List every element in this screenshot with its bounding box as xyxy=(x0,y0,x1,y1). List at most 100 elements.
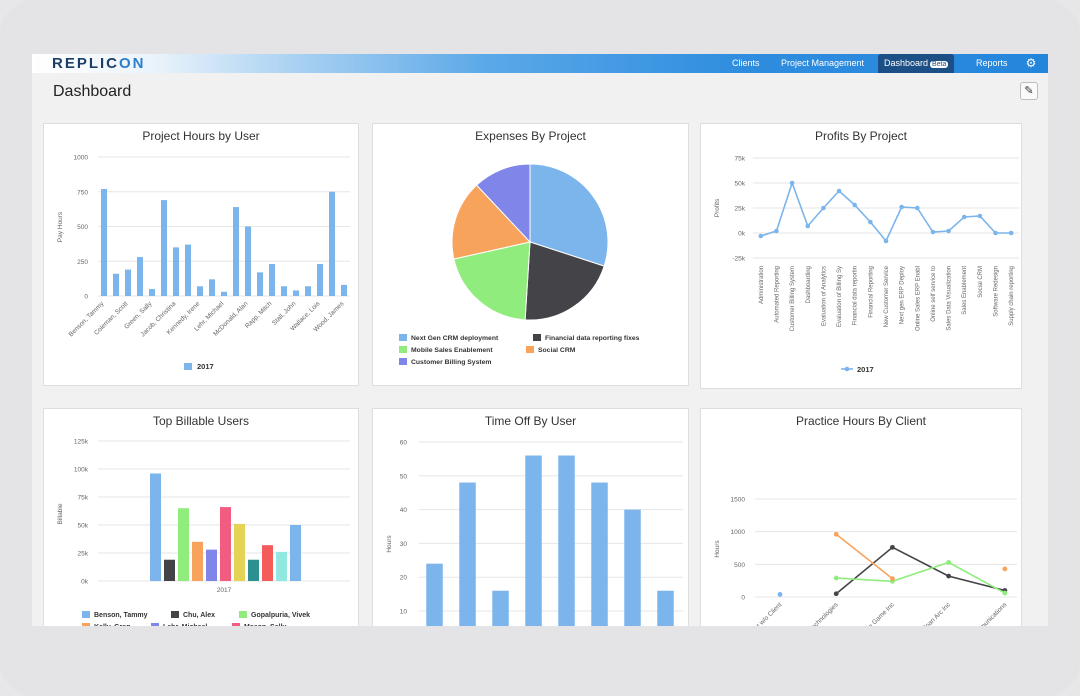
gear-icon[interactable]: ⚙ xyxy=(1025,56,1037,70)
data-point xyxy=(993,230,998,236)
bar xyxy=(233,207,239,296)
bar xyxy=(192,541,203,581)
y-axis-title: Hours xyxy=(386,535,393,553)
nav-project-management[interactable]: Project Management xyxy=(781,58,865,68)
x-tick-label: Advantage Technologies xyxy=(785,601,840,626)
bar xyxy=(220,507,231,581)
y-tick-label: 500 xyxy=(77,224,88,231)
legend-label: Gopalpuria, Vivek xyxy=(251,612,310,619)
y-axis-title: Profits xyxy=(714,198,721,217)
y-tick-label: 50 xyxy=(400,473,408,480)
pencil-icon: ✎ xyxy=(1024,85,1034,97)
bar xyxy=(269,264,275,296)
data-point xyxy=(1002,590,1008,596)
bar xyxy=(248,559,259,581)
y-axis-title: Pay Hours xyxy=(57,211,64,242)
legend-label: Mobile Sales Enablement xyxy=(411,347,493,354)
legend-label: Mason, Sally xyxy=(244,624,287,626)
page-title: Dashboard xyxy=(53,83,132,100)
edit-dashboard-button[interactable]: ✎ xyxy=(1020,82,1038,100)
y-tick-label: 25k xyxy=(78,551,89,558)
bar xyxy=(125,269,131,296)
panel-profits-by-project: Profits By Project -25k 0k 25k 50k 75k Profit… xyxy=(700,123,1022,389)
chart-title: Expenses By Project xyxy=(475,129,586,143)
chart-title: Top Billable Users xyxy=(152,414,250,428)
legend-swatch xyxy=(399,334,407,341)
legend-label: Kelly, Greg xyxy=(94,624,130,626)
bar xyxy=(137,257,143,296)
panel-project-hours-by-user: Project Hours by User 0 250 500 750 1000 Pay … xyxy=(43,123,359,386)
x-tick-label: Automated Reporting xyxy=(774,266,780,323)
y-tick-label: 0k xyxy=(738,231,746,238)
pie-slice xyxy=(529,163,609,267)
data-point xyxy=(758,233,764,239)
y-tick-label: 75k xyxy=(735,156,746,163)
y-tick-label: 25k xyxy=(735,206,746,213)
legend-label: Financial data reporting fixes xyxy=(545,335,640,342)
legend-swatch xyxy=(171,611,179,618)
series-line xyxy=(836,561,1006,594)
bar xyxy=(113,273,119,296)
legend-marker xyxy=(844,366,850,372)
panel-time-off-by-user: Time Off By User 10 20 30 40 50 60 Hours xyxy=(372,408,689,626)
legend-swatch xyxy=(399,358,407,365)
top-navigation-bar: REPLICON Clients Project Management Dash… xyxy=(32,54,1048,73)
panel-practice-hours-by-client: Practice Hours By Client 0 500 1000 1500 Hou… xyxy=(700,408,1022,626)
x-tick-label: Xo Xo Communications xyxy=(955,601,1009,626)
data-point xyxy=(1008,230,1014,236)
x-tick-label: Sales Enablement xyxy=(962,266,968,315)
series-line xyxy=(760,180,1012,243)
legend-swatch xyxy=(533,334,541,341)
chart-title: Time Off By User xyxy=(484,414,577,428)
bar xyxy=(245,226,251,296)
beta-badge: Beta xyxy=(930,61,949,68)
legend-label: Lehr, Michael xyxy=(163,624,207,626)
panel-expenses-by-project: Expenses By Project Next Gen CRM deploym… xyxy=(372,123,689,386)
y-tick-label: 125k xyxy=(74,439,89,446)
legend-swatch xyxy=(184,363,192,370)
data-point xyxy=(930,229,936,235)
nav-reports[interactable]: Reports xyxy=(976,58,1008,68)
bar xyxy=(234,523,245,581)
bar xyxy=(459,482,476,626)
data-point xyxy=(868,219,873,225)
y-tick-label: -25k xyxy=(732,256,745,263)
data-point xyxy=(977,213,983,219)
bar xyxy=(209,279,215,296)
x-tick-label: Evaluation of Analytics xyxy=(821,266,827,326)
chart-title: Project Hours by User xyxy=(142,129,260,143)
bar xyxy=(290,525,301,581)
legend-swatch xyxy=(82,611,90,618)
x-tick-label: Next gen ERP Deploy xyxy=(900,266,906,324)
nav-clients[interactable]: Clients xyxy=(732,58,760,68)
bar xyxy=(329,191,335,296)
bar xyxy=(293,290,299,296)
legend-swatch xyxy=(526,346,534,353)
panel-top-billable-users: Top Billable Users 0k 25k 50k 75k 100k 125k Bi… xyxy=(43,408,359,626)
data-point xyxy=(821,205,826,211)
y-tick-label: 0 xyxy=(741,595,745,602)
bar xyxy=(657,590,674,626)
data-point xyxy=(774,228,779,234)
expenses-chart: Next Gen CRM deployment Financial data re… xyxy=(399,163,640,366)
data-point xyxy=(1002,566,1008,572)
nav-dashboard[interactable]: Dashboard Beta xyxy=(878,54,955,73)
replicon-logo: REPLICON xyxy=(52,55,146,72)
billable-chart: 0k 25k 50k 75k 100k 125k Billable 2017 Benson, T… xyxy=(57,439,350,626)
y-tick-label: 0 xyxy=(84,294,88,301)
legend-swatch xyxy=(82,623,90,626)
bar xyxy=(492,590,509,626)
y-tick-label: 0k xyxy=(81,579,89,586)
bar xyxy=(317,264,323,296)
bar xyxy=(161,200,167,296)
pie-slice xyxy=(451,184,531,260)
data-point xyxy=(899,204,904,210)
y-tick-label: 1000 xyxy=(74,155,89,162)
data-point xyxy=(946,228,951,234)
bar xyxy=(525,455,542,626)
y-tick-label: 250 xyxy=(77,259,88,266)
bar xyxy=(281,286,287,296)
bar xyxy=(206,549,217,581)
data-point xyxy=(946,559,952,565)
